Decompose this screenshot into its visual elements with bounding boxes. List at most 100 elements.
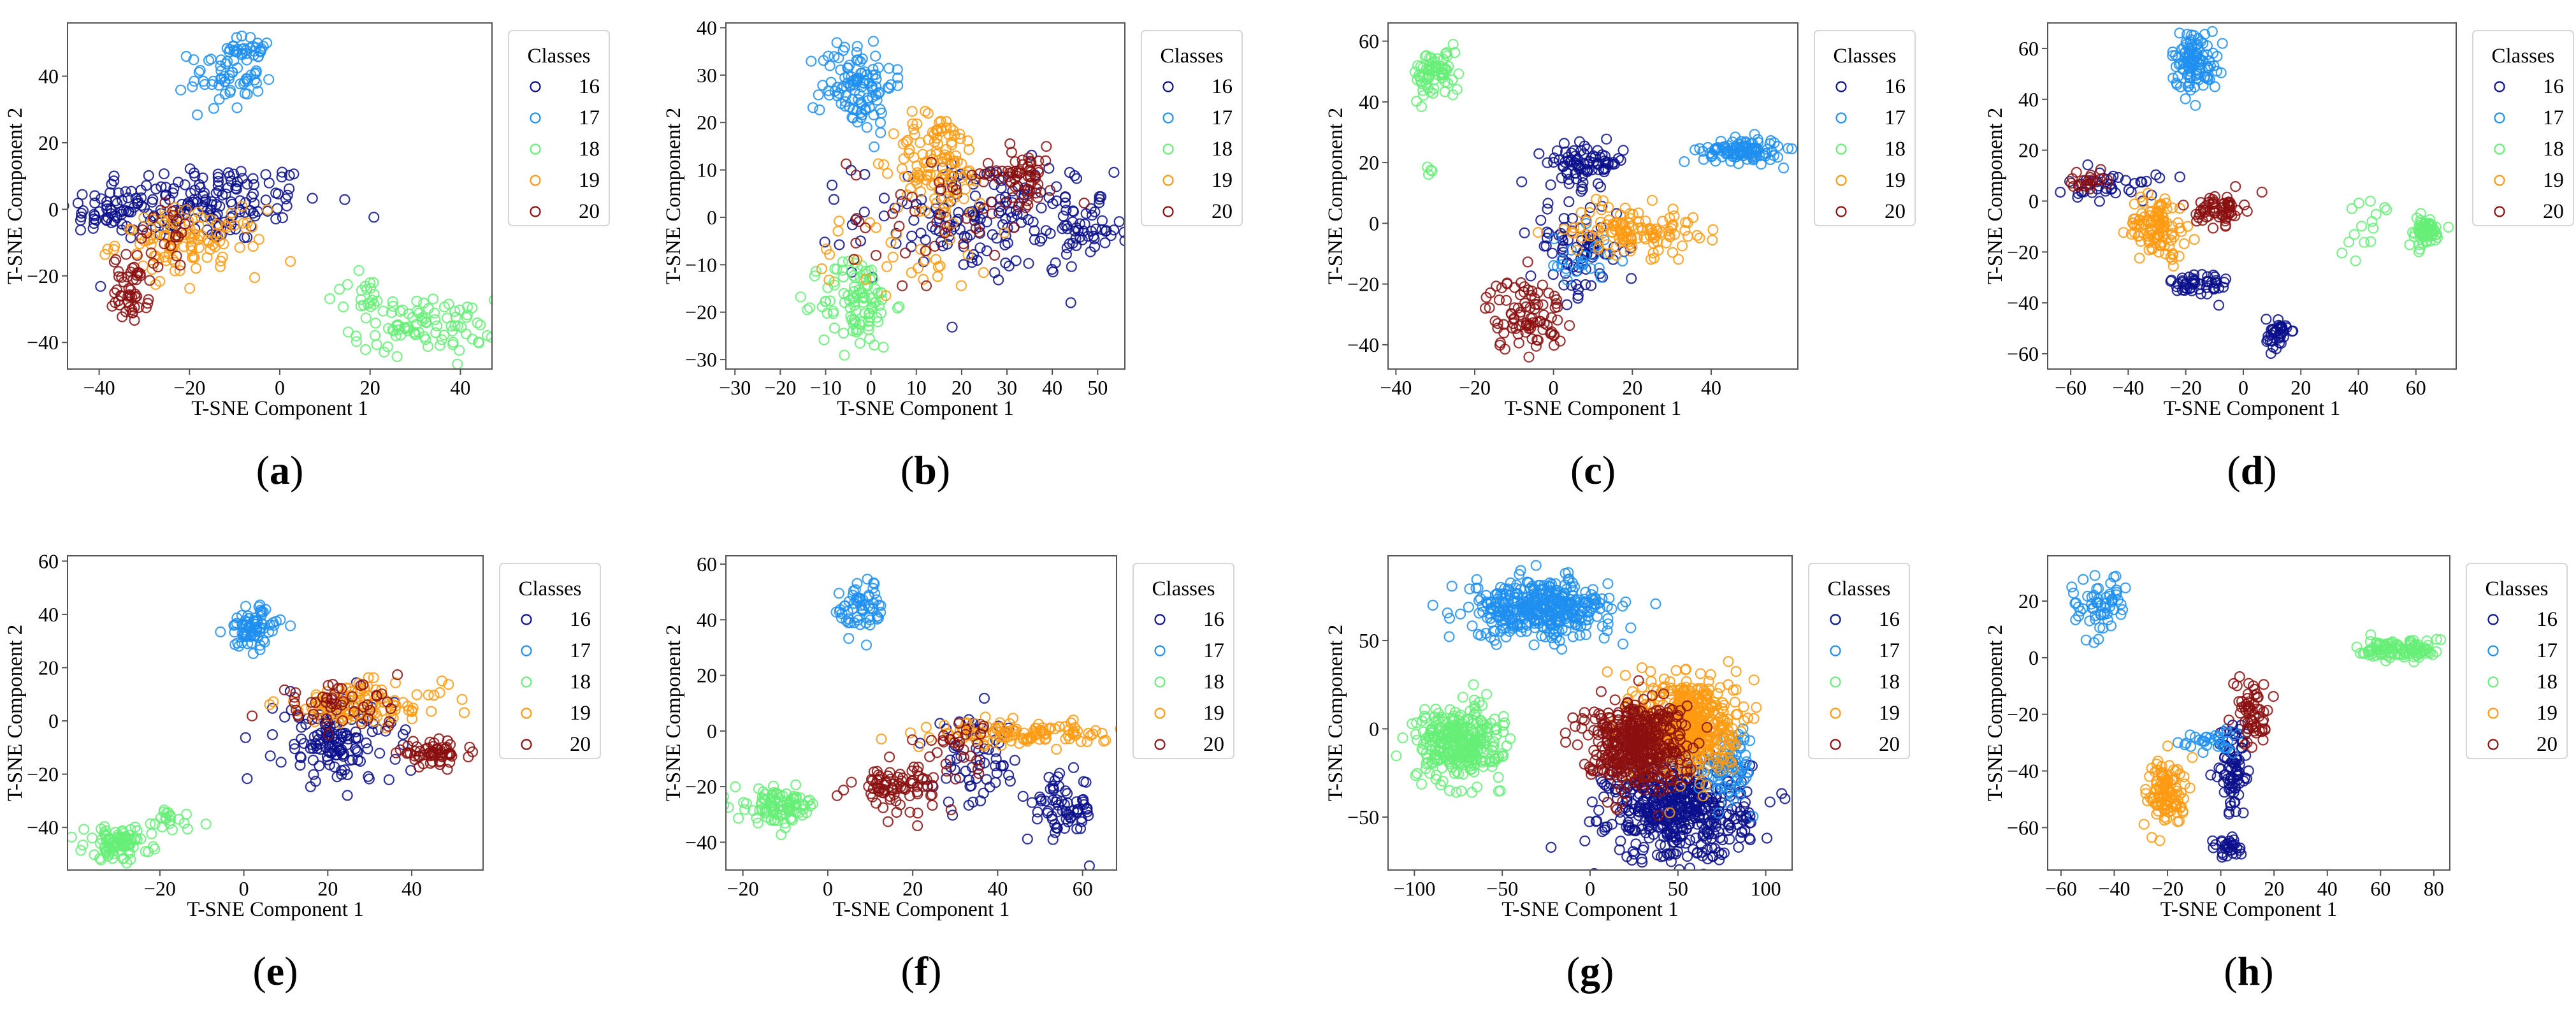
- point-class-16: [967, 249, 980, 261]
- point-class-20: [1519, 298, 1531, 309]
- y-tick-label: 20: [2018, 139, 2039, 162]
- point-class-17: [249, 74, 261, 86]
- point-class-20: [336, 683, 347, 694]
- point-class-18: [1443, 61, 1454, 72]
- point-class-17: [855, 55, 866, 68]
- point-class-18: [371, 338, 382, 351]
- point-class-16: [1697, 846, 1708, 858]
- point-class-20: [909, 205, 921, 217]
- point-class-16: [363, 773, 375, 785]
- y-tick-label: 0: [48, 709, 59, 732]
- series-17: [2167, 25, 2228, 111]
- point-class-16: [1000, 258, 1011, 269]
- x-axis-label: T-SNE Component 1: [187, 898, 363, 921]
- point-class-16: [1036, 233, 1048, 244]
- point-class-18: [467, 333, 478, 345]
- point-class-20: [1518, 286, 1530, 298]
- point-class-18: [454, 345, 465, 356]
- series-19: [2118, 187, 2200, 272]
- point-class-19: [954, 128, 966, 140]
- point-class-16: [248, 188, 259, 200]
- point-class-17: [867, 64, 879, 75]
- point-class-16: [1561, 166, 1572, 178]
- point-class-17: [267, 617, 279, 628]
- point-class-19: [423, 689, 434, 701]
- point-class-18: [1451, 83, 1463, 95]
- point-class-19: [406, 705, 417, 716]
- point-class-16: [953, 207, 964, 218]
- point-class-17: [868, 141, 880, 152]
- point-class-17: [263, 74, 275, 85]
- point-class-18: [829, 263, 841, 275]
- point-class-18: [809, 270, 820, 282]
- point-class-16: [1585, 280, 1597, 291]
- point-class-16: [978, 692, 990, 704]
- point-class-16: [110, 195, 121, 207]
- point-class-20: [463, 751, 474, 763]
- point-class-18: [1422, 64, 1434, 76]
- point-class-17: [1705, 151, 1717, 163]
- point-class-17: [239, 88, 250, 99]
- point-class-18: [421, 317, 432, 328]
- point-class-20: [870, 797, 882, 809]
- point-class-18: [379, 346, 390, 358]
- point-class-19: [1632, 222, 1644, 234]
- point-class-17: [813, 89, 824, 101]
- point-class-17: [228, 620, 240, 631]
- point-class-20: [950, 184, 962, 196]
- x-tick-label: 40: [1042, 376, 1062, 399]
- point-class-18: [1416, 78, 1428, 89]
- point-class-19: [898, 153, 909, 164]
- point-class-17: [228, 41, 239, 52]
- point-class-20: [904, 790, 916, 802]
- point-class-19: [139, 235, 150, 247]
- point-class-20: [308, 708, 319, 720]
- point-class-17: [1584, 606, 1595, 618]
- point-class-16: [1684, 862, 1696, 870]
- point-class-17: [855, 97, 867, 108]
- x-axis-label: T-SNE Component 1: [833, 898, 1009, 921]
- point-class-16: [342, 769, 353, 781]
- point-class-17: [1500, 631, 1512, 643]
- point-class-20: [376, 688, 387, 700]
- point-class-18: [874, 300, 885, 312]
- point-class-17: [1526, 580, 1538, 592]
- point-class-19: [820, 243, 832, 255]
- point-class-18: [434, 340, 446, 351]
- point-class-16: [1661, 848, 1673, 860]
- point-class-19: [1650, 229, 1662, 241]
- point-class-16: [908, 214, 920, 226]
- point-class-19: [908, 124, 920, 135]
- point-class-19: [904, 727, 916, 739]
- point-class-18: [829, 276, 840, 287]
- point-class-20: [851, 213, 862, 224]
- point-class-16: [308, 769, 319, 780]
- point-class-17: [870, 50, 881, 62]
- point-class-20: [972, 763, 984, 775]
- point-class-16: [2261, 314, 2272, 325]
- point-class-17: [852, 94, 864, 105]
- legend-label-16: 16: [570, 608, 591, 631]
- point-class-17: [1580, 586, 1591, 598]
- series-20: [247, 669, 479, 775]
- series-18: [324, 265, 492, 369]
- point-class-20: [384, 716, 395, 727]
- point-class-18: [472, 337, 484, 348]
- point-class-18: [1449, 767, 1460, 780]
- point-class-18: [403, 308, 414, 319]
- legend-marker-19: [521, 707, 532, 719]
- point-class-16: [213, 176, 224, 187]
- point-class-20: [306, 697, 317, 708]
- point-class-20: [860, 222, 871, 233]
- point-class-17: [861, 122, 872, 133]
- y-axis-label: T-SNE Component 2: [4, 108, 27, 284]
- point-class-19: [2149, 210, 2160, 222]
- point-class-17: [863, 612, 874, 623]
- point-class-16: [397, 729, 409, 740]
- point-class-16: [1637, 845, 1649, 856]
- point-class-16: [1066, 261, 1077, 272]
- point-class-20: [431, 748, 442, 759]
- point-class-16: [1089, 233, 1100, 245]
- point-class-19: [1067, 727, 1079, 739]
